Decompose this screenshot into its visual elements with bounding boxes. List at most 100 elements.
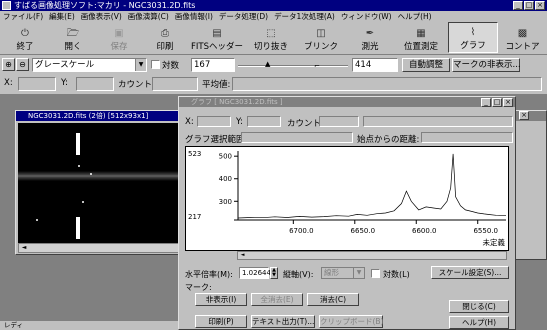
- graph-plot[interactable]: 500 400 300 6700.0 6650.0 6600.0 6550.0 523 2…: [185, 146, 509, 251]
- graph-extra-value: [363, 116, 513, 127]
- star-dot: [82, 201, 84, 203]
- x-tick-label: 6600.0: [412, 227, 437, 235]
- series-line: [237, 153, 507, 219]
- y-tick-label: 400: [219, 175, 232, 183]
- graph-x-value: [197, 116, 231, 127]
- fits-header-button[interactable]: ▤ FITSヘッダー: [191, 28, 243, 52]
- scale-mode-select[interactable]: グレースケール ▼: [32, 58, 147, 72]
- marker-hide-button[interactable]: マークの非表示...: [452, 58, 521, 72]
- star-dot: [90, 173, 92, 175]
- clipboard-button[interactable]: クリップボード(B): [319, 315, 384, 328]
- star-dot: [78, 165, 80, 167]
- graph-window[interactable]: グラフ [ NGC3031.2D.fits ] _ □ × X: Y: カウント…: [178, 96, 516, 330]
- zoom-out-icon[interactable]: ⊖: [16, 58, 29, 71]
- chevron-down-icon[interactable]: ▼: [135, 59, 146, 71]
- menu-data[interactable]: データ処理(D): [218, 12, 269, 21]
- menu-view[interactable]: 画像表示(V): [80, 12, 122, 21]
- close-icon[interactable]: ×: [503, 98, 513, 107]
- auto-adjust-button[interactable]: 自動調整: [402, 58, 450, 72]
- menu-file[interactable]: ファイル(F): [3, 12, 44, 21]
- photometry-button[interactable]: ✒ 測光: [361, 28, 379, 52]
- spectrum-chart: 500 400 300 6700.0 6650.0 6600.0 6550.0: [219, 151, 507, 235]
- background-window[interactable]: ×: [515, 110, 547, 260]
- close-icon[interactable]: ×: [535, 1, 545, 10]
- mark-all-clear-button[interactable]: 全消去(E): [251, 293, 303, 306]
- hmag-input[interactable]: 1.026442: [239, 267, 275, 279]
- end-button[interactable]: ⏻ 終了: [16, 28, 34, 52]
- slider-min-thumb[interactable]: ▲: [265, 60, 271, 68]
- min-value-field[interactable]: 167: [191, 58, 235, 72]
- graph-log-checkbox[interactable]: [371, 269, 380, 278]
- graph-x-label: X:: [185, 117, 194, 127]
- slit-mark-top: [76, 133, 80, 155]
- mark-clear-button[interactable]: 消去(C): [307, 293, 359, 306]
- graph-close-button[interactable]: 閉じる(C): [449, 300, 509, 313]
- minimize-icon[interactable]: _: [513, 1, 523, 10]
- blink-button[interactable]: ◫ ブリンク: [303, 28, 338, 52]
- scroll-left-icon[interactable]: ◄: [240, 252, 245, 258]
- position-button[interactable]: ▦ 位置測定: [403, 28, 438, 52]
- hmag-spinner[interactable]: ▲ ▼: [270, 267, 278, 279]
- avg-label: 平均値:: [202, 80, 231, 90]
- contour-button[interactable]: ▩ コントア: [505, 28, 540, 52]
- graph-window-controls: _ □ ×: [481, 98, 513, 107]
- y-label: Y:: [61, 78, 68, 88]
- minimize-icon[interactable]: _: [481, 98, 491, 107]
- y-tick-label: 500: [219, 153, 232, 161]
- log-checkbox[interactable]: [151, 60, 160, 69]
- scale-settings-button[interactable]: スケール設定(S)...: [431, 266, 509, 279]
- menu-edit[interactable]: 編集(E): [49, 12, 75, 21]
- close-icon[interactable]: ×: [519, 111, 529, 120]
- graph-icon: ⌇: [470, 27, 476, 38]
- maximize-icon[interactable]: □: [492, 98, 502, 107]
- menu-help[interactable]: ヘルプ(H): [397, 12, 432, 21]
- save-button[interactable]: ▣ 保存: [110, 28, 128, 52]
- graph-y-label: Y:: [236, 117, 243, 127]
- vaxis-select[interactable]: 線形 ▼: [321, 267, 365, 279]
- star-dot: [36, 219, 38, 221]
- image-canvas[interactable]: [18, 123, 192, 243]
- slit-mark-bottom: [76, 217, 80, 239]
- zoom-in-icon[interactable]: ⊕: [2, 58, 15, 71]
- menu-info[interactable]: 画像情報(I): [174, 12, 213, 21]
- folder-icon: 🗁: [66, 28, 80, 39]
- display-controls: ⊕ ⊖ グレースケール ▼ 対数 167 ▲ ⌐ 414 自動調整 マークの非表…: [0, 56, 547, 73]
- photometry-icon: ✒: [365, 28, 375, 39]
- crop-button[interactable]: ⬚ 切り抜き: [253, 28, 288, 52]
- scroll-left-icon[interactable]: ◄: [21, 244, 27, 251]
- status-bar: レディ: [0, 321, 178, 330]
- level-slider[interactable]: ▲ ⌐: [238, 58, 348, 72]
- mark-label: マーク:: [185, 283, 212, 292]
- graph-y-value: [247, 116, 281, 127]
- maximize-icon[interactable]: □: [524, 1, 534, 10]
- count-value: [152, 77, 198, 91]
- menu-window[interactable]: ウィンドウ(W): [340, 12, 392, 21]
- graph-print-button[interactable]: 印刷(P): [195, 315, 247, 328]
- mark-hide-button[interactable]: 非表示(I): [195, 293, 247, 306]
- y-min-label: 217: [188, 213, 202, 221]
- status-text: レディ: [4, 321, 24, 329]
- x-tick-label: 6700.0: [289, 227, 314, 235]
- menu-primary[interactable]: データ1次処理(A): [274, 12, 335, 21]
- graph-log-label: 対数(L): [383, 270, 410, 279]
- graph-hscroll[interactable]: ◄: [237, 251, 507, 260]
- printer-icon: ⎙: [161, 28, 169, 39]
- image-hscroll[interactable]: ◄: [18, 243, 192, 253]
- app-icon: [2, 1, 11, 10]
- max-value-field[interactable]: 414: [352, 58, 398, 72]
- text-output-button[interactable]: テキスト出力(T)...: [251, 315, 315, 328]
- menu-calc[interactable]: 画像演算(C): [127, 12, 169, 21]
- app-title: すばる画像処理ソフト:マカリ - NGC3031.2D.fits: [14, 1, 196, 10]
- window-controls: _ □ ×: [513, 1, 545, 10]
- image-window[interactable]: NGC3031.2D.fits (2倍) [512x93x1] ◄: [15, 110, 195, 255]
- image-window-title: NGC3031.2D.fits (2倍) [512x93x1]: [16, 111, 194, 121]
- print-button[interactable]: ⎙ 印刷: [156, 28, 174, 52]
- chevron-down-icon[interactable]: ▼: [353, 268, 364, 278]
- graph-help-button[interactable]: ヘルプ(H): [449, 316, 509, 329]
- x-tick-label: 6650.0: [351, 227, 376, 235]
- y-tick-label: 300: [219, 198, 232, 206]
- slider-max-thumb[interactable]: ⌐: [314, 62, 320, 70]
- open-button[interactable]: 🗁 開く: [64, 28, 82, 52]
- y-value: [76, 77, 114, 91]
- graph-button[interactable]: ⌇ グラフ: [448, 22, 498, 53]
